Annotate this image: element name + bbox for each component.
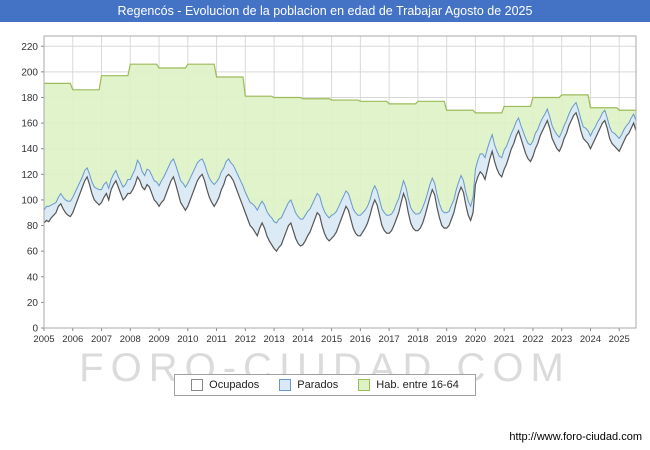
y-tick-label: 140 <box>21 144 38 155</box>
y-tick-label: 0 <box>32 324 38 335</box>
x-tick-label: 2018 <box>407 334 428 345</box>
y-tick-label: 20 <box>27 298 39 309</box>
x-tick-label: 2022 <box>522 334 543 345</box>
x-tick-label: 2024 <box>580 334 601 345</box>
y-tick-label: 60 <box>27 247 39 258</box>
legend-item-hab-entre-16-64: Hab. entre 16-64 <box>358 379 459 391</box>
x-tick-label: 2007 <box>91 334 112 345</box>
legend-item-parados: Parados <box>279 379 338 391</box>
x-tick-label: 2019 <box>436 334 457 345</box>
x-tick-label: 2010 <box>177 334 198 345</box>
population-evolution-chart: 0 20 40 60 80 100 120 140 160 180 200 220 2005 2006 20… <box>21 35 637 345</box>
legend-swatch-icon <box>279 379 292 391</box>
x-tick-label: 2013 <box>264 334 285 345</box>
chart-legend: Ocupados Parados Hab. entre 16-64 <box>174 374 476 396</box>
x-tick-label: 2006 <box>62 334 83 345</box>
legend-label: Ocupados <box>209 379 260 391</box>
legend-item-ocupados: Ocupados <box>191 379 259 391</box>
y-tick-label: 40 <box>27 272 39 283</box>
x-tick-label: 2016 <box>350 334 371 345</box>
x-tick-label: 2008 <box>120 334 141 345</box>
footer-url-link[interactable]: http://www.foro-ciudad.com <box>509 431 642 443</box>
y-tick-label: 100 <box>21 195 38 206</box>
x-tick-label: 2014 <box>292 334 313 345</box>
x-tick-label: 2021 <box>494 334 515 345</box>
y-tick-label: 80 <box>27 221 39 232</box>
y-tick-label: 220 <box>21 42 38 53</box>
legend-swatch-icon <box>191 379 204 391</box>
legend-label: Parados <box>297 379 339 391</box>
y-tick-label: 200 <box>21 67 38 78</box>
legend-wrap: Ocupados Parados Hab. entre 16-64 <box>0 374 650 396</box>
x-tick-label: 2011 <box>206 334 226 345</box>
x-tick-label: 2023 <box>551 334 572 345</box>
chart-title: Regencós - Evolucion de la poblacion en … <box>0 0 650 22</box>
x-tick-label: 2005 <box>33 334 54 345</box>
y-tick-label: 180 <box>21 93 38 104</box>
x-tick-label: 2009 <box>148 334 169 345</box>
legend-swatch-icon <box>358 379 371 391</box>
x-tick-label: 2015 <box>321 334 342 345</box>
line-ocupados <box>43 111 637 253</box>
x-tick-label: 2020 <box>465 334 486 345</box>
x-tick-label: 2017 <box>379 334 400 345</box>
y-tick-label: 120 <box>21 170 38 181</box>
legend-label: Hab. entre 16-64 <box>376 379 459 391</box>
line-hab-16-64 <box>44 63 636 114</box>
line-parados <box>43 101 637 224</box>
footer: http://www.foro-ciudad.com <box>509 431 642 443</box>
x-tick-label: 2025 <box>609 334 630 345</box>
plot-border <box>43 35 637 329</box>
x-tick-label: 2012 <box>235 334 256 345</box>
y-tick-label: 160 <box>21 119 38 130</box>
